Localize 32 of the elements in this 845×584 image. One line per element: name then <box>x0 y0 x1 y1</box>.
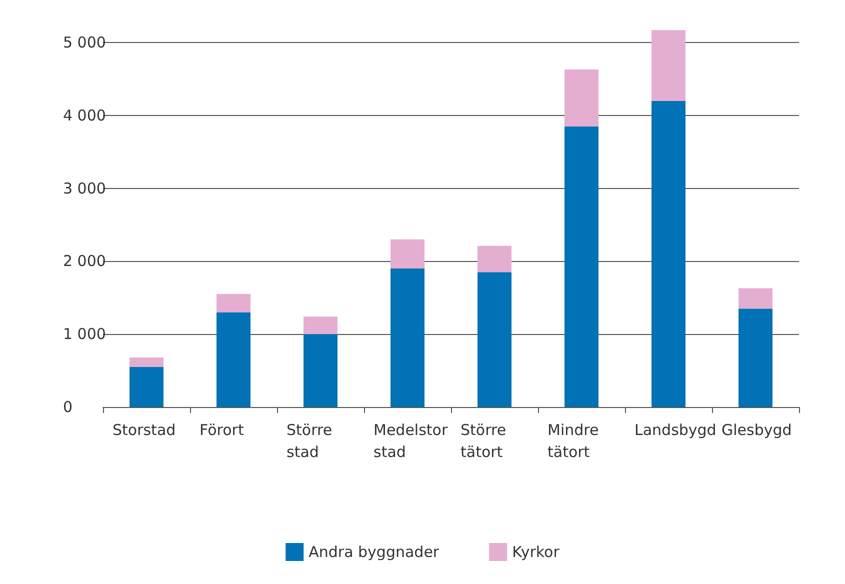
x-tick-label: Medelstor stad <box>374 421 448 461</box>
y-tick-label: 2 000 <box>63 252 106 270</box>
y-tick-label: 0 <box>63 398 73 416</box>
x-tick-label: Förort <box>200 421 244 439</box>
bar <box>304 316 338 334</box>
bar <box>390 239 424 269</box>
bar <box>564 70 598 126</box>
x-tick-label: Mindre tätort <box>548 421 599 461</box>
y-tick-label: 5 000 <box>63 34 106 52</box>
x-tick-label: Större stad <box>286 421 332 461</box>
bar <box>130 357 164 367</box>
bar <box>738 288 772 309</box>
bar <box>390 268 424 407</box>
x-tick-label: Storstad <box>112 421 176 439</box>
bar <box>652 100 686 407</box>
x-tick-label: Glesbygd <box>722 421 792 439</box>
y-tick-label: 4 000 <box>63 106 106 124</box>
y-tick-label: 3 000 <box>63 179 106 198</box>
bar <box>130 366 164 407</box>
x-tick-label: Större tätort <box>460 421 506 461</box>
bar <box>216 312 250 407</box>
bar <box>304 334 338 407</box>
x-tick-label: Landsbygd <box>634 421 716 439</box>
bar <box>738 308 772 407</box>
bar <box>478 272 512 407</box>
y-tick-label: 1 000 <box>63 325 106 344</box>
legend-label: Kyrkor <box>512 543 560 561</box>
bar <box>652 30 686 101</box>
bar <box>564 126 598 407</box>
legend-label: Andra byggnader <box>308 543 440 561</box>
bar <box>478 246 512 272</box>
bar <box>216 294 250 312</box>
